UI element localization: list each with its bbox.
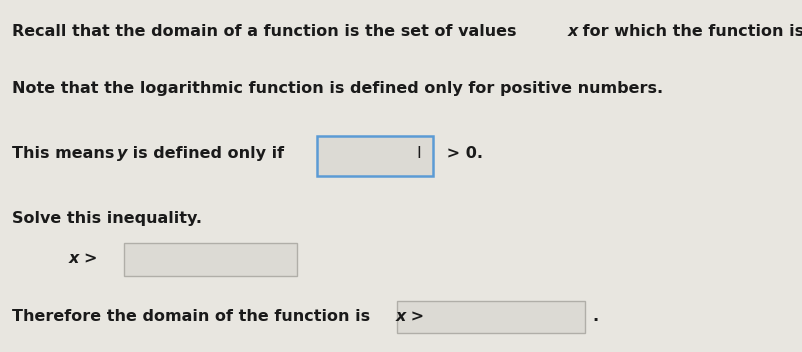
Text: x >: x > [68, 251, 98, 266]
Text: Solve this inequality.: Solve this inequality. [12, 211, 202, 226]
Text: Therefore the domain of the function is: Therefore the domain of the function is [12, 309, 376, 324]
Text: y: y [117, 146, 128, 161]
Text: I: I [416, 146, 421, 161]
Text: x: x [395, 309, 406, 324]
Text: for which the function is defined.: for which the function is defined. [577, 24, 802, 39]
Text: Note that the logarithmic function is defined only for positive numbers.: Note that the logarithmic function is de… [12, 81, 663, 95]
Text: Recall that the domain of a function is the set of values: Recall that the domain of a function is … [12, 24, 522, 39]
Text: This means: This means [12, 146, 120, 161]
Text: x: x [568, 24, 578, 39]
Text: is defined only if: is defined only if [127, 146, 284, 161]
FancyBboxPatch shape [317, 136, 433, 176]
Text: >: > [405, 309, 424, 324]
FancyBboxPatch shape [124, 243, 297, 276]
FancyBboxPatch shape [397, 301, 585, 333]
Text: .: . [592, 309, 598, 324]
Text: > 0.: > 0. [441, 146, 483, 161]
